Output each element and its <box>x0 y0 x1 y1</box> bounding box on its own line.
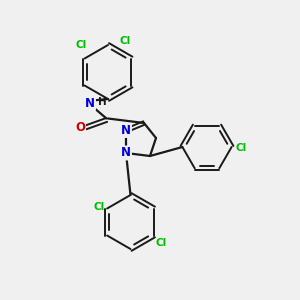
Text: Cl: Cl <box>235 142 247 153</box>
Text: N: N <box>85 97 95 110</box>
Text: Cl: Cl <box>155 238 167 248</box>
Text: Cl: Cl <box>76 40 87 50</box>
Text: Cl: Cl <box>119 36 131 46</box>
Text: Cl: Cl <box>94 202 105 212</box>
Text: N: N <box>121 124 131 137</box>
Text: H: H <box>98 97 107 107</box>
Text: O: O <box>75 121 85 134</box>
Text: N: N <box>121 146 131 160</box>
